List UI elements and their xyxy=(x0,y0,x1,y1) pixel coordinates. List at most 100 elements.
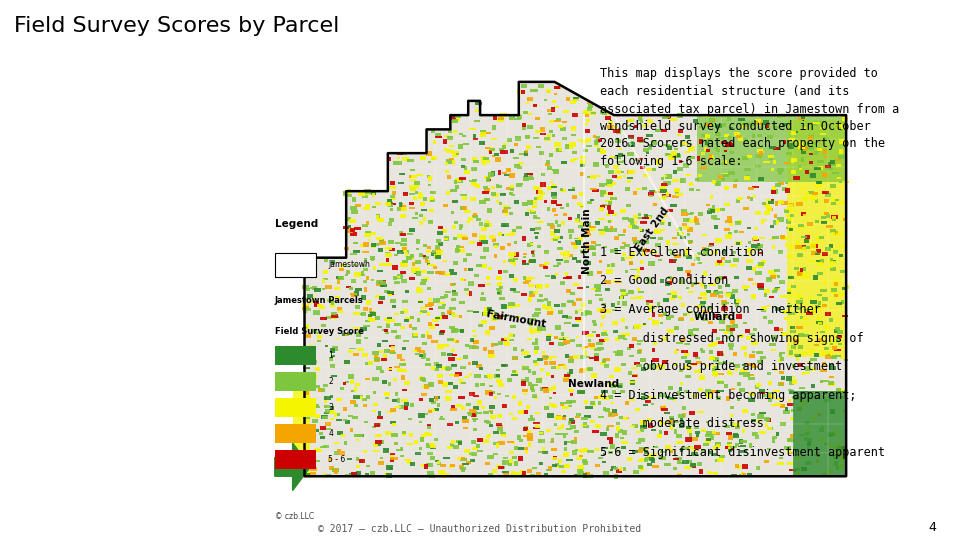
Bar xyxy=(657,365,660,369)
Bar xyxy=(444,294,448,298)
Bar xyxy=(544,200,547,202)
Bar xyxy=(324,400,327,403)
Bar xyxy=(766,206,772,211)
Bar xyxy=(376,358,379,361)
Bar xyxy=(464,288,468,292)
Bar xyxy=(422,217,426,221)
Bar xyxy=(617,171,624,173)
Bar xyxy=(710,431,715,435)
Bar xyxy=(448,357,455,361)
Bar xyxy=(444,238,448,240)
Bar xyxy=(644,248,647,253)
Bar xyxy=(727,443,731,448)
Bar xyxy=(612,130,620,133)
Bar xyxy=(556,416,563,420)
Bar xyxy=(670,418,675,420)
Bar xyxy=(678,474,681,476)
Bar xyxy=(572,324,579,327)
Bar xyxy=(429,399,434,402)
Bar xyxy=(575,310,578,314)
Bar xyxy=(550,107,555,112)
Bar xyxy=(795,302,801,304)
Bar xyxy=(431,129,436,133)
Bar xyxy=(413,350,417,353)
Bar xyxy=(348,457,352,460)
Bar xyxy=(534,350,538,354)
Bar xyxy=(483,347,487,352)
Bar xyxy=(793,176,800,180)
Bar xyxy=(829,259,833,262)
Bar xyxy=(731,446,736,448)
Bar xyxy=(421,279,427,282)
Bar xyxy=(454,180,457,184)
Bar xyxy=(537,190,542,194)
Bar xyxy=(667,275,672,279)
Bar xyxy=(455,340,459,343)
Bar xyxy=(450,188,457,192)
Bar xyxy=(588,367,593,371)
Bar xyxy=(637,296,643,299)
Bar xyxy=(706,123,712,126)
Bar xyxy=(333,413,337,417)
Bar xyxy=(471,182,477,186)
Bar xyxy=(368,361,373,365)
Bar xyxy=(402,249,407,252)
Bar xyxy=(553,392,556,395)
Bar xyxy=(691,284,694,287)
Bar xyxy=(449,374,455,376)
Bar xyxy=(331,375,337,377)
Bar xyxy=(452,160,455,165)
Bar xyxy=(794,267,799,269)
Bar xyxy=(612,182,616,185)
Bar xyxy=(693,119,698,123)
Bar xyxy=(530,415,533,419)
Bar xyxy=(547,166,552,170)
Bar xyxy=(660,366,663,369)
Bar xyxy=(576,414,581,416)
Bar xyxy=(445,149,450,153)
Bar xyxy=(497,465,503,469)
Bar xyxy=(577,238,583,241)
Bar xyxy=(595,423,601,428)
Bar xyxy=(563,375,570,378)
Bar xyxy=(748,278,753,281)
Bar xyxy=(366,362,372,365)
Bar xyxy=(510,149,515,152)
Bar xyxy=(837,330,843,334)
Bar xyxy=(633,275,639,278)
Bar xyxy=(697,252,702,254)
Bar xyxy=(580,249,585,253)
Bar xyxy=(531,386,534,390)
Bar xyxy=(475,109,479,112)
Bar xyxy=(408,417,413,420)
Bar xyxy=(412,262,415,266)
Bar xyxy=(430,199,435,201)
Bar xyxy=(820,259,824,263)
Bar xyxy=(789,350,793,355)
Bar xyxy=(676,193,683,196)
Bar xyxy=(660,279,663,284)
Bar xyxy=(821,352,827,356)
Bar xyxy=(614,248,618,252)
Bar xyxy=(399,231,403,235)
Bar xyxy=(581,417,588,420)
Text: 3 = Average condition – neither: 3 = Average condition – neither xyxy=(600,303,821,316)
Bar xyxy=(385,431,391,435)
Bar xyxy=(712,372,718,375)
Bar xyxy=(744,168,751,171)
Bar xyxy=(496,425,503,427)
Bar xyxy=(411,269,416,273)
Bar xyxy=(710,453,717,456)
Bar xyxy=(493,153,499,156)
Bar xyxy=(655,229,661,234)
Bar xyxy=(773,236,779,239)
Bar xyxy=(653,358,659,362)
Bar xyxy=(360,327,367,332)
Bar xyxy=(774,268,780,272)
Bar xyxy=(687,446,693,449)
Bar xyxy=(503,435,507,437)
Bar xyxy=(789,203,794,207)
Bar xyxy=(599,347,604,350)
Bar xyxy=(700,139,703,144)
Bar xyxy=(783,409,790,414)
